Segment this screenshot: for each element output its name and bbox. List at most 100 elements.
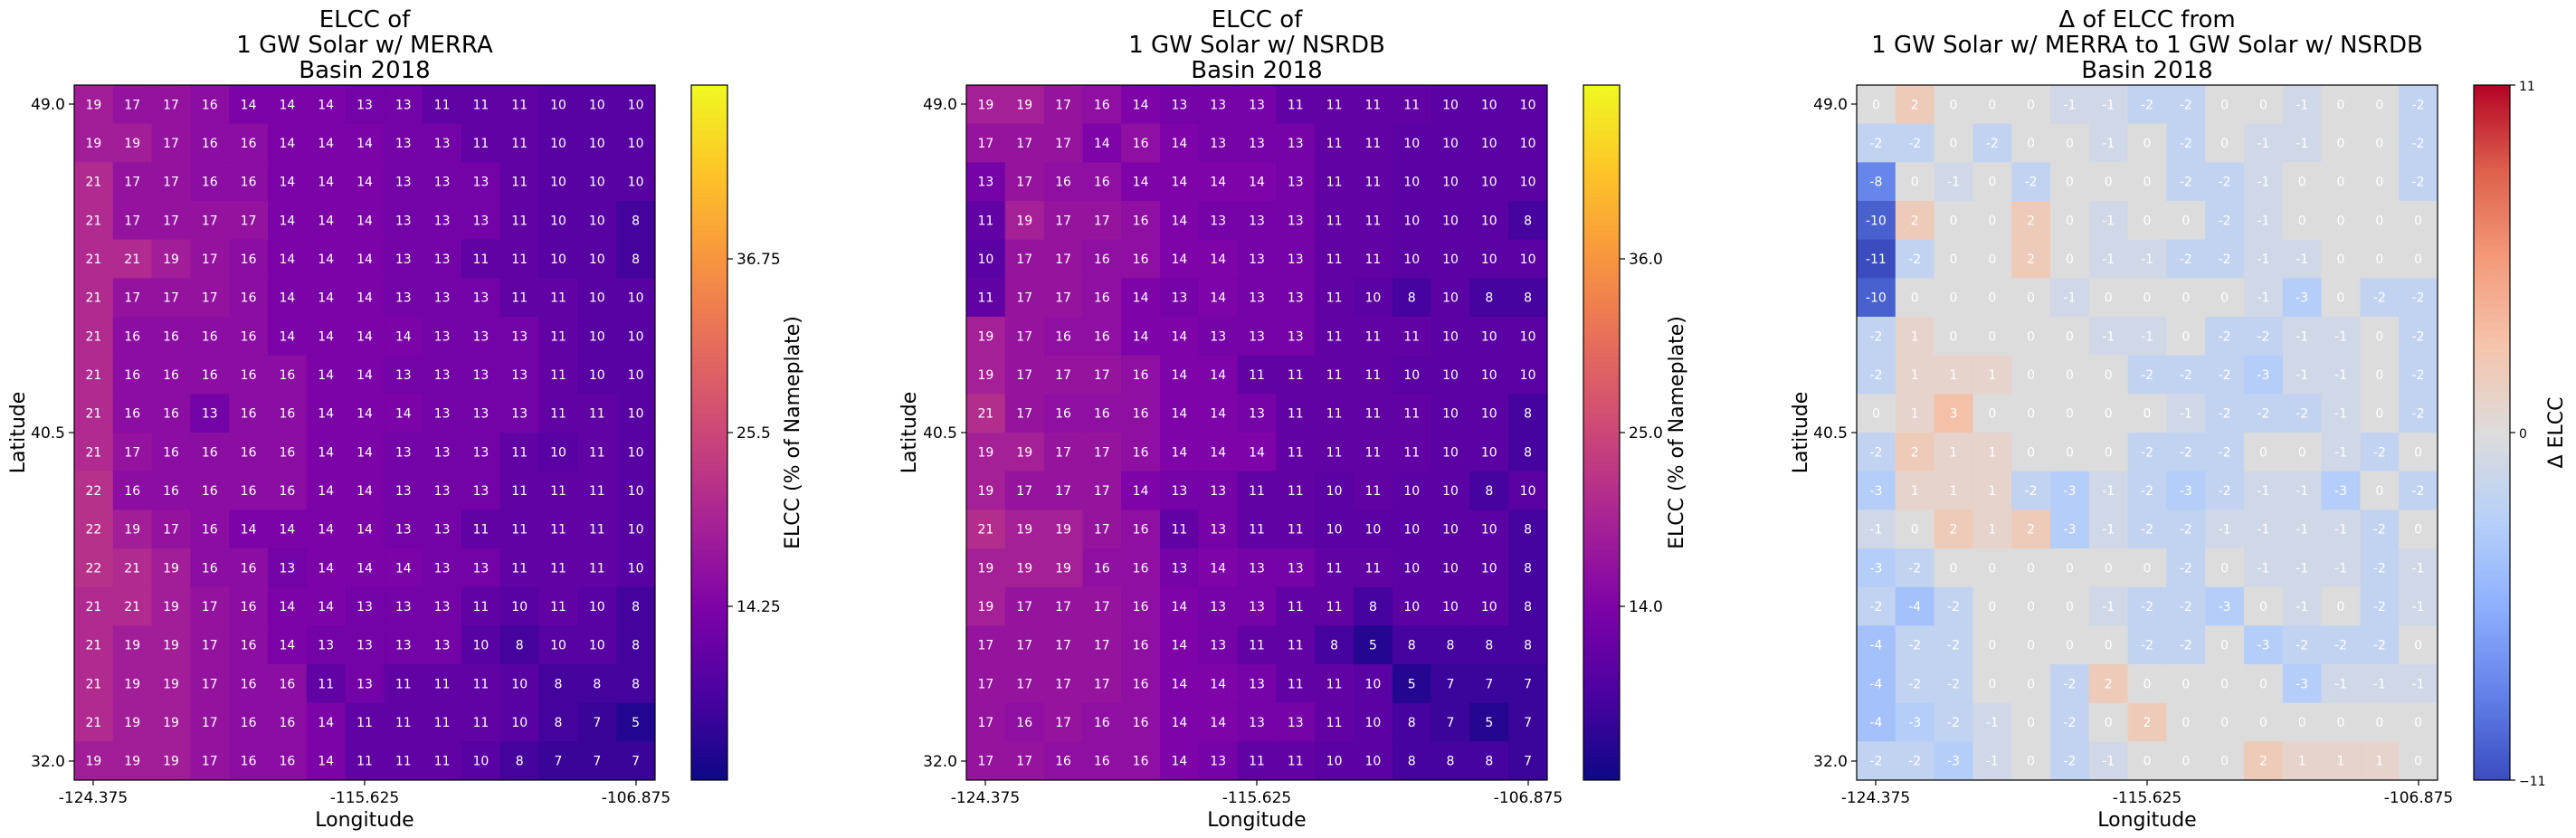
chart-title-line-3: Basin 2018 (1191, 57, 1322, 84)
heatmap-cell (1508, 394, 1548, 433)
cell-value-label: 13 (395, 252, 412, 267)
cell-value-label: 17 (977, 677, 993, 691)
cell-value-label: -2 (2141, 98, 2153, 112)
heatmap-cell (2244, 702, 2284, 742)
cell-value-label: -2 (2373, 600, 2386, 614)
cell-value-label: -2 (2373, 523, 2386, 538)
cell-value-label: -2 (2412, 137, 2425, 151)
heatmap-cell (1315, 355, 1355, 395)
heatmap-cell (2205, 394, 2245, 433)
cell-value-label: 16 (241, 639, 257, 653)
heatmap-cell (577, 278, 617, 318)
cell-value-label: 10 (1403, 176, 1420, 190)
cell-value-label: 17 (1094, 445, 1110, 460)
heatmap-cell (74, 509, 114, 549)
cell-value-label: 0 (2375, 98, 2383, 112)
heatmap-cell (345, 664, 385, 704)
cell-value-label: 11 (511, 561, 528, 576)
cell-value-label: -1 (2102, 600, 2115, 614)
heatmap-cell (345, 394, 385, 433)
heatmap-cell (151, 123, 191, 163)
heatmap-cell (74, 317, 114, 357)
cell-value-label: 13 (1210, 137, 1226, 151)
cell-value-label: 19 (977, 445, 993, 460)
cell-value-label: 0 (2066, 445, 2074, 460)
heatmap-cell (577, 201, 617, 241)
heatmap-cell (966, 162, 1006, 202)
cell-value-label: 0 (2143, 677, 2152, 691)
cell-value-label: 11 (1288, 98, 1304, 112)
cell-value-label: 17 (241, 214, 257, 228)
heatmap-cell (1160, 394, 1200, 433)
cell-value-label: 19 (124, 677, 140, 691)
cell-value-label: 13 (1249, 561, 1265, 576)
cell-value-label: 11 (1403, 445, 1420, 460)
cell-value-label: 0 (1988, 561, 1996, 576)
cell-value-label: 0 (2337, 600, 2345, 614)
heatmap-cell (2360, 625, 2400, 665)
heatmap-cell (2166, 85, 2206, 125)
cell-value-label: 13 (1171, 291, 1187, 306)
heatmap-cell (1469, 625, 1509, 665)
cell-value-label: 2 (1911, 98, 1919, 112)
cell-value-label: 10 (628, 368, 644, 383)
cell-value-label: 14 (356, 252, 373, 267)
heatmap-cell (1392, 433, 1432, 472)
heatmap-cell (2166, 702, 2206, 742)
cell-value-label: -1 (2296, 561, 2308, 576)
heatmap-cell (2205, 201, 2245, 241)
cell-value-label: 21 (85, 291, 101, 306)
cell-value-label: 17 (1016, 677, 1032, 691)
cell-value-label: 14 (1210, 291, 1226, 306)
cell-value-label: -2 (2219, 407, 2231, 422)
cell-value-label: 16 (241, 755, 257, 769)
cell-value-label: -2 (2063, 716, 2076, 730)
heatmap-cell (1004, 317, 1045, 357)
cell-value-label: 16 (1055, 407, 1071, 422)
cell-value-label: -2 (2412, 368, 2425, 383)
cell-value-label: 17 (163, 214, 179, 228)
cell-value-label: 17 (1055, 639, 1071, 653)
cell-value-label: 11 (1326, 716, 1343, 730)
cell-value-label: -1 (2257, 523, 2269, 538)
heatmap-cell (268, 509, 308, 549)
cell-value-label: 11 (1364, 252, 1381, 267)
cell-value-label: 10 (1364, 755, 1381, 769)
cell-value-label: 14 (1133, 176, 1149, 190)
cell-value-label: 10 (1442, 291, 1459, 306)
heatmap-cell (190, 509, 230, 549)
y-tick-label: 32.0 (923, 753, 957, 771)
cell-value-label: 14 (1171, 677, 1187, 691)
cell-value-label: 10 (1403, 137, 1420, 151)
cell-value-label: 0 (2027, 291, 2035, 306)
heatmap-cell (1082, 201, 1122, 241)
cell-value-label: 0 (2182, 329, 2190, 344)
cell-value-label: 16 (1094, 755, 1110, 769)
heatmap-cell (1895, 471, 1935, 510)
cell-value-label: 1 (1950, 484, 1958, 499)
heatmap-cell (1004, 509, 1045, 549)
heatmap-cell (1160, 664, 1200, 704)
heatmap-cell (2166, 162, 2206, 202)
heatmap-cell (1315, 123, 1355, 163)
heatmap-cell (1354, 548, 1393, 588)
heatmap-cell (1354, 355, 1393, 395)
heatmap-cell (229, 162, 269, 202)
cell-value-label: 13 (472, 291, 489, 306)
cell-value-label: 19 (977, 368, 993, 383)
heatmap-cell (2282, 239, 2323, 279)
heatmap-cell (151, 509, 191, 549)
heatmap-cell (306, 702, 347, 742)
cell-value-label: 10 (589, 291, 605, 306)
heatmap-cell (112, 201, 153, 241)
cell-value-label: -2 (1908, 639, 1921, 653)
cell-value-label: 14 (1171, 137, 1187, 151)
heatmap-cell (74, 162, 114, 202)
cell-value-label: 14 (395, 329, 412, 344)
cell-value-label: 17 (1016, 291, 1032, 306)
cell-value-label: 16 (202, 368, 218, 383)
heatmap-cell (1237, 433, 1277, 472)
cell-value-label: -1 (2180, 407, 2192, 422)
cell-value-label: -10 (1866, 214, 1887, 228)
